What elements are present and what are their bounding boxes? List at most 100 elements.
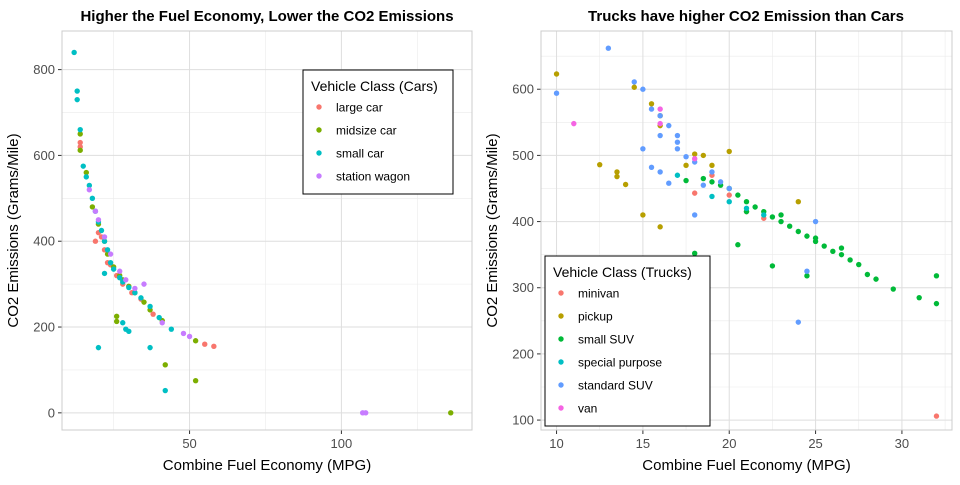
data-point [838,251,845,258]
data-point [648,106,655,112]
data-point [120,320,126,326]
legend-box [302,69,454,195]
data-point [821,243,827,249]
data-point [916,294,922,301]
data-point [77,126,83,133]
tick-label-y: 600 [512,82,534,97]
data-point [101,234,108,240]
chart-title: Trucks have higher CO2 Emission than Car… [588,8,904,25]
data-point [717,179,724,185]
data-point [769,214,776,220]
data-point [126,328,132,335]
tick-label-y: 600 [33,148,55,163]
legend-label: small SUV [578,333,634,347]
data-point [812,218,819,225]
data-point [180,330,187,337]
data-point [804,268,810,274]
data-point [657,169,663,175]
data-point [86,182,93,189]
tick-label-y: 800 [33,62,55,77]
data-point [113,318,120,325]
data-point [92,208,99,214]
legend-key [558,313,564,319]
legend-label: special purpose [578,356,662,370]
data-point [873,276,879,282]
legend-label: small car [336,147,384,161]
series-van [571,106,698,162]
data-point [795,199,802,205]
chart-panel-2: 10 15 20 25 30 100 200 300 400 500 600 Trucks have … [484,8,953,474]
data-point [830,248,836,255]
data-point [363,410,369,416]
legend-label: pickup [578,310,613,324]
tick-label-y: 0 [48,405,55,420]
data-point [640,146,646,152]
data-point [159,320,165,326]
panel-border [61,30,473,431]
data-point [448,410,454,416]
data-point [126,284,132,291]
data-point [700,182,707,188]
data-point [640,212,646,218]
data-point [683,154,689,160]
data-point [107,259,114,266]
data-point [864,271,871,278]
data-point [709,193,715,200]
data-point [74,88,80,94]
data-point [553,71,560,77]
data-point [132,285,138,292]
legend-label: large car [336,101,383,115]
data-point [553,90,560,96]
chart-title: Higher the Fuel Economy, Lower the CO2 E… [80,8,453,25]
data-point [95,344,102,351]
tick-label-x: 100 [331,436,353,451]
data-point [104,247,111,253]
data-point [890,286,896,292]
data-point [123,277,129,283]
data-point [674,172,681,178]
data-point [77,139,83,146]
data-point [752,204,758,210]
data-point [691,212,698,218]
tick-label-x: 15 [636,436,650,451]
legend-key [316,104,322,110]
data-point [211,343,217,350]
legend-label: standard SUV [578,379,653,393]
data-point [683,162,689,169]
data-point [141,299,147,305]
data-point [691,190,698,196]
data-point [83,174,89,180]
data-point [132,290,138,296]
data-point [666,180,672,186]
legend-key [558,405,564,411]
tick-label-y: 100 [512,413,534,428]
y-axis-title: CO2 Emissions (Grams/Mile) [5,133,22,327]
tick-label-x: 10 [549,436,563,451]
data-point [89,204,96,210]
legend-key [316,127,322,133]
data-point [101,238,108,244]
tick-label-y: 400 [33,234,55,249]
data-point [597,161,603,168]
data-point [700,152,707,159]
data-point [95,217,102,223]
data-point [192,338,199,344]
data-point [80,163,86,169]
y-axis-title: CO2 Emissions (Grams/Mile) [484,133,501,327]
data-point [648,101,655,107]
data-point [726,185,732,192]
tick-label-x: 50 [182,436,196,451]
data-point [622,181,629,188]
data-point [709,162,715,169]
legend-key [558,359,564,365]
legend-key [316,173,322,179]
data-point [86,187,93,193]
data-point [98,227,105,234]
tick-label-x: 30 [895,436,909,451]
data-point [92,238,99,244]
data-point [709,169,715,175]
data-point [202,341,208,347]
data-point [605,45,612,51]
